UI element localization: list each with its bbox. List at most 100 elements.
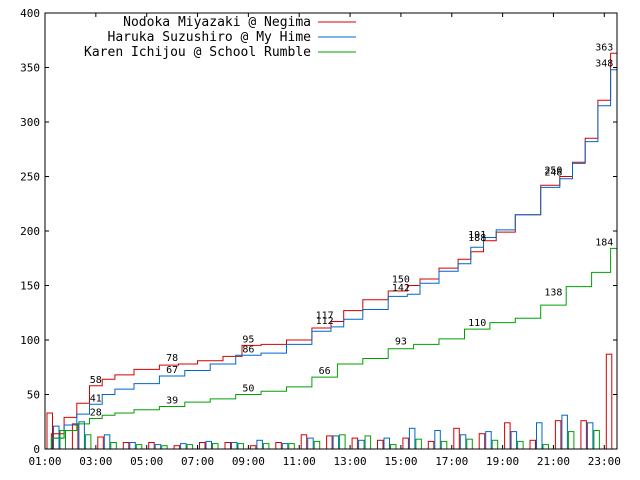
x-tick-label: 11:00	[283, 455, 316, 468]
hourly-bar	[593, 430, 600, 450]
y-tick-label: 300	[20, 116, 40, 129]
data-label: 138	[544, 288, 562, 299]
data-label: 67	[166, 365, 178, 376]
data-label: 78	[166, 353, 178, 364]
data-labels: 58 78 95 117 150 191 250 363 41 67 86 112 142 188 248 3…	[90, 42, 614, 418]
data-label: 348	[595, 59, 613, 70]
hourly-bar	[466, 438, 473, 450]
y-tick-label: 0	[33, 443, 40, 456]
hourly-bar	[205, 440, 212, 450]
hourly-bar	[281, 443, 289, 450]
hourly-bar	[275, 442, 282, 450]
series-line	[45, 52, 617, 450]
hourly-bar	[402, 437, 409, 450]
data-label: 58	[90, 375, 102, 386]
hourly-bar	[536, 422, 543, 450]
data-label: 41	[90, 393, 102, 404]
hourly-bar	[326, 435, 333, 450]
hourly-bar	[256, 439, 263, 450]
x-tick-label: 07:00	[181, 455, 214, 468]
hourly-bar	[383, 437, 390, 450]
axes: 0 50 100 150 200 250 300 350 400 01:00 03:00 05:00 0…	[20, 7, 621, 468]
hourly-bar	[415, 438, 422, 450]
x-tick-label: 09:00	[232, 455, 265, 468]
hourly-bar	[390, 444, 397, 450]
data-label: 93	[395, 337, 407, 348]
hourly-bar	[224, 442, 231, 450]
x-tick-label: 17:00	[435, 455, 468, 468]
hourly-bar	[542, 444, 549, 450]
x-tick-label: 15:00	[384, 455, 417, 468]
data-label: 110	[468, 318, 486, 329]
hourly-bar	[567, 431, 575, 450]
hourly-bar	[358, 439, 365, 450]
hourly-bar	[110, 442, 117, 450]
data-label: 248	[544, 168, 562, 179]
data-label: 188	[468, 233, 486, 244]
hourly-bar	[186, 444, 194, 450]
hourly-bar	[262, 443, 270, 450]
hourly-bar	[78, 421, 85, 450]
hourly-bar	[440, 440, 448, 450]
hourly-bar	[364, 435, 372, 450]
hourly-bar	[427, 440, 435, 450]
legend-label: Haruka Suzushiro @ My Hime	[108, 30, 312, 45]
hourly-bar	[53, 425, 60, 450]
hourly-bar	[103, 434, 111, 450]
x-tick-label: 01:00	[28, 455, 61, 468]
hourly-bar	[135, 444, 143, 450]
hourly-bar	[517, 440, 524, 450]
x-tick-label: 13:00	[334, 455, 367, 468]
hourly-bar	[453, 427, 460, 450]
data-label: 39	[166, 396, 178, 407]
y-tick-label: 400	[20, 7, 40, 20]
data-label: 66	[319, 366, 331, 377]
y-tick-label: 50	[27, 389, 40, 402]
data-label: 363	[595, 42, 613, 53]
hourly-bar	[97, 436, 104, 450]
plot-frame	[44, 12, 618, 450]
series-line	[45, 247, 617, 450]
hourly-bar	[154, 444, 162, 450]
hourly-bar	[434, 430, 441, 450]
y-tick-label: 250	[20, 171, 40, 184]
x-tick-label: 21:00	[537, 455, 570, 468]
hourly-bar	[605, 353, 613, 450]
hourly-bar	[491, 439, 499, 450]
x-tick-label: 23:00	[588, 455, 621, 468]
hourly-bar	[529, 439, 536, 450]
y-tick-label: 200	[20, 225, 40, 238]
hourly-bar	[307, 437, 314, 450]
data-label: 117	[316, 311, 334, 322]
hourly-bar	[561, 414, 568, 450]
hourly-bar	[237, 443, 244, 450]
hourly-bar	[199, 442, 206, 450]
hourly-bar	[300, 434, 308, 450]
hourly-bar	[478, 433, 486, 450]
hourly-bar	[351, 437, 359, 450]
hourly-bar	[485, 431, 492, 450]
cumulative-lines	[45, 52, 617, 450]
hourly-bar	[339, 434, 346, 450]
hourly-bar	[129, 442, 136, 450]
hourly-bar	[332, 435, 340, 450]
hourly-bar	[510, 431, 518, 450]
hourly-bar	[148, 442, 155, 450]
data-label: 86	[242, 344, 254, 355]
data-label: 150	[392, 275, 410, 286]
hourly-bar	[231, 442, 238, 450]
x-tick-label: 05:00	[130, 455, 163, 468]
hourly-bar	[212, 443, 219, 450]
data-label: 184	[595, 237, 613, 248]
hourly-bar	[288, 443, 295, 450]
data-label: 95	[242, 334, 254, 345]
legend-label: Karen Ichijou @ School Rumble	[84, 45, 311, 60]
data-label: 191	[468, 230, 486, 241]
legend-label: Nodoka Miyazaki @ Negima	[123, 15, 311, 30]
data-label: 250	[544, 166, 562, 177]
x-tick-label: 19:00	[486, 455, 519, 468]
y-tick-label: 100	[20, 334, 40, 347]
hourly-bar	[554, 420, 562, 450]
